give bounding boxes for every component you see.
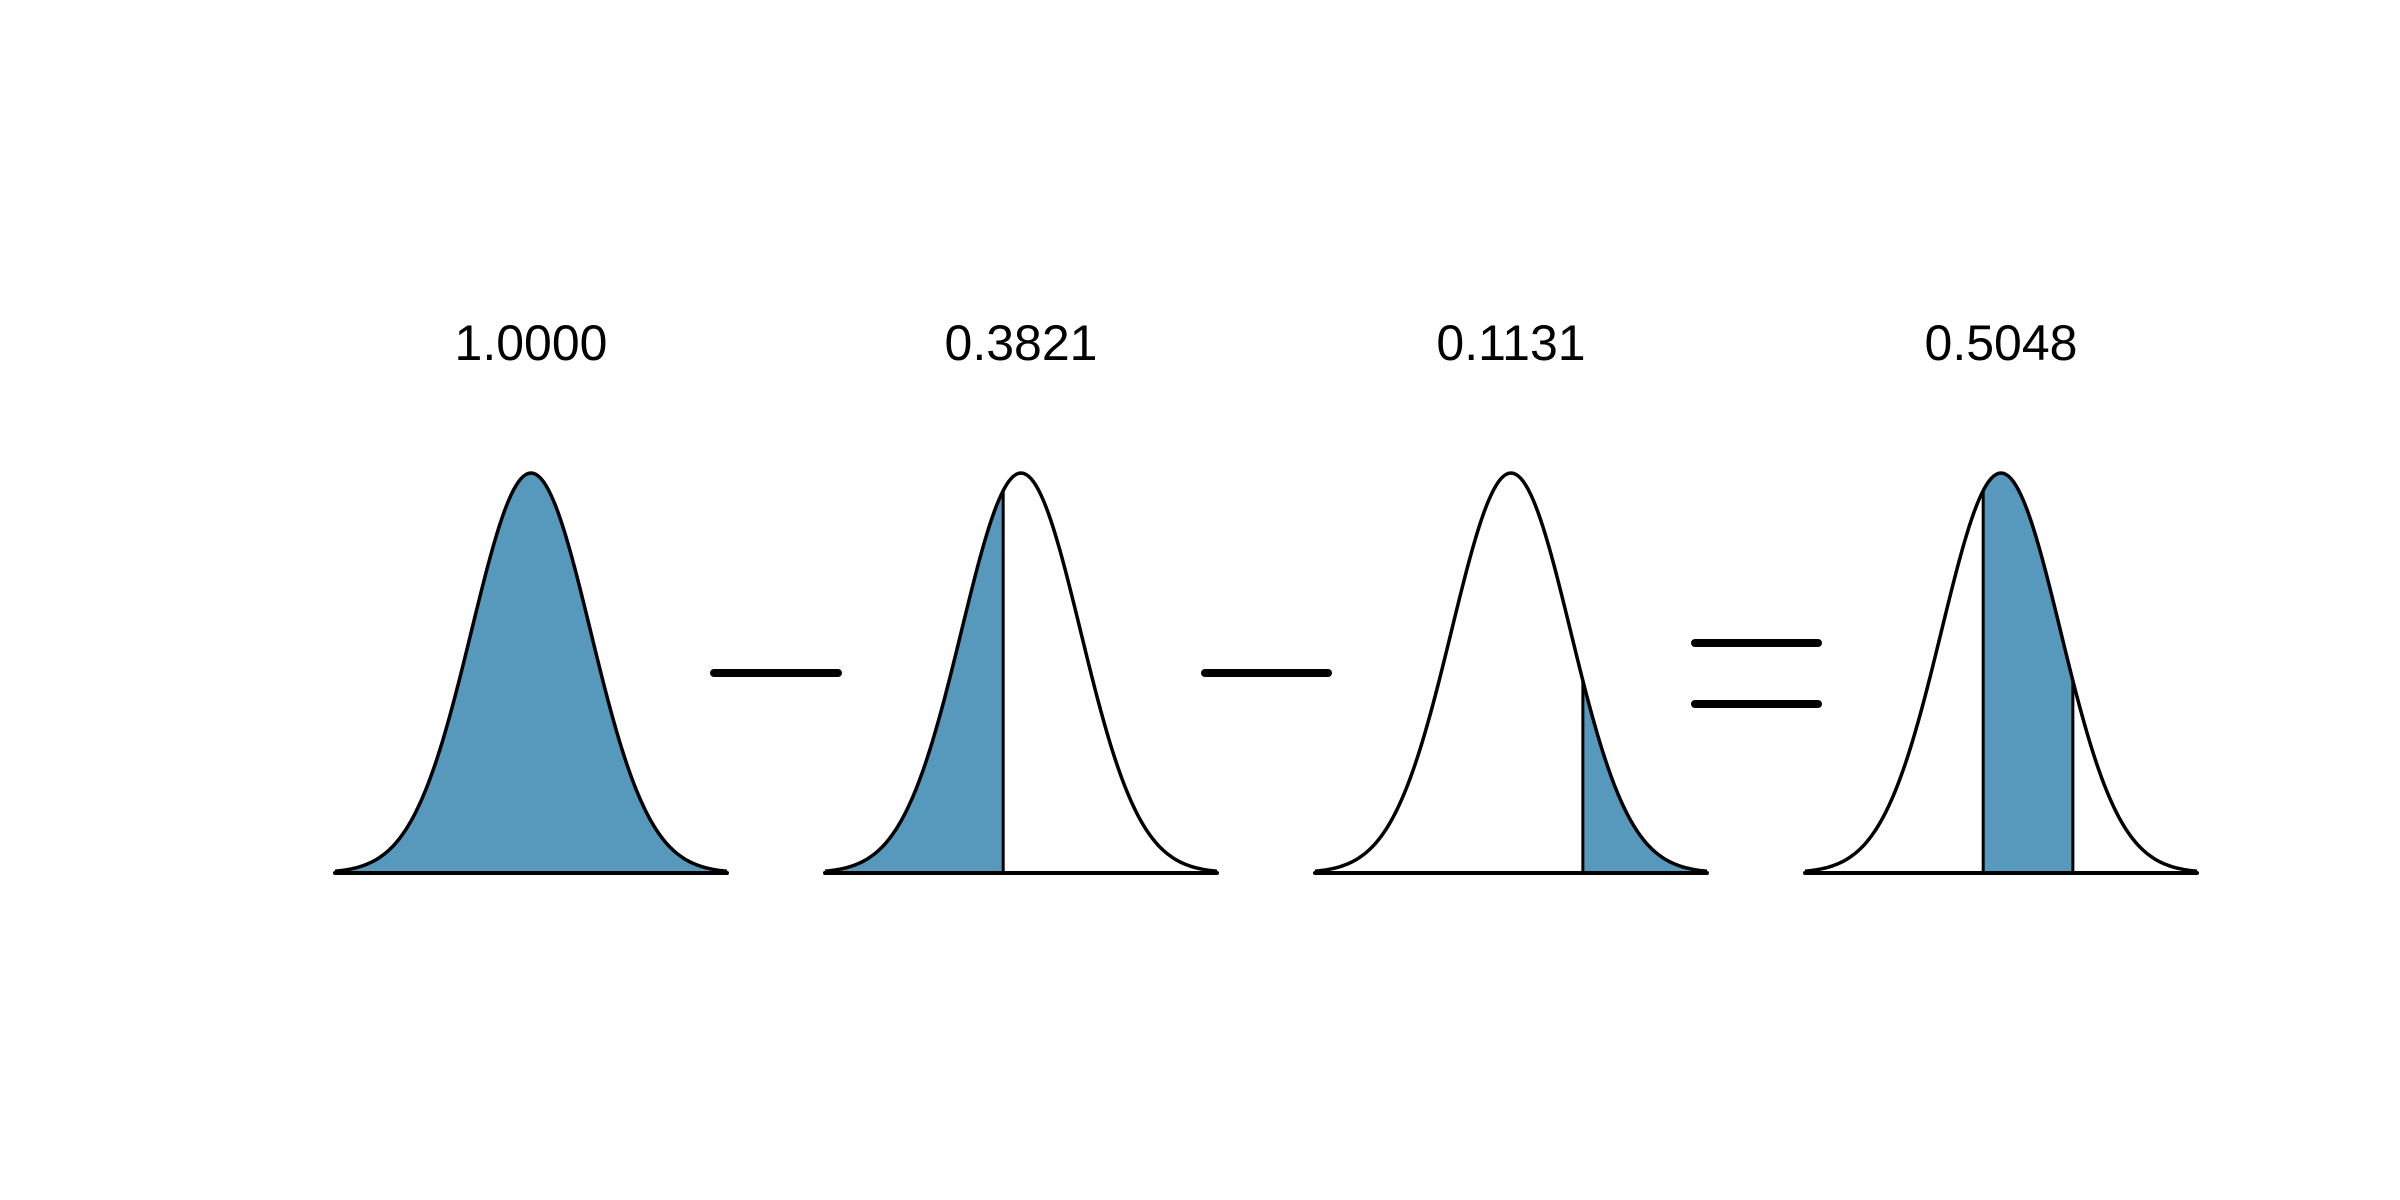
- panel-right-tail-label: 0.1131: [1436, 315, 1585, 371]
- panel-total-label: 1.0000: [455, 315, 608, 371]
- panel-right-tail-density-curve: [1314, 471, 1708, 874]
- panel-total: 1.0000: [333, 315, 729, 875]
- panel-right-tail: 0.1131: [1313, 315, 1709, 875]
- panel-right-tail-shaded-area: [1582, 680, 1707, 873]
- operator-equals: [1691, 639, 1822, 708]
- panel-left-tail-shaded-area: [825, 490, 1004, 873]
- panel-total-shaded-area: [335, 473, 727, 873]
- panel-left-tail-density-curve: [824, 471, 1218, 874]
- panel-between-label: 0.5048: [1925, 315, 2078, 371]
- panel-left-tail-label: 0.3821: [945, 315, 1098, 371]
- panel-between-density-curve: [1804, 471, 2198, 874]
- panel-between: 0.5048: [1803, 315, 2199, 875]
- panel-between-shaded-area: [1983, 473, 2073, 873]
- panel-total-density-curve: [334, 471, 728, 874]
- panel-left-tail: 0.3821: [823, 315, 1219, 875]
